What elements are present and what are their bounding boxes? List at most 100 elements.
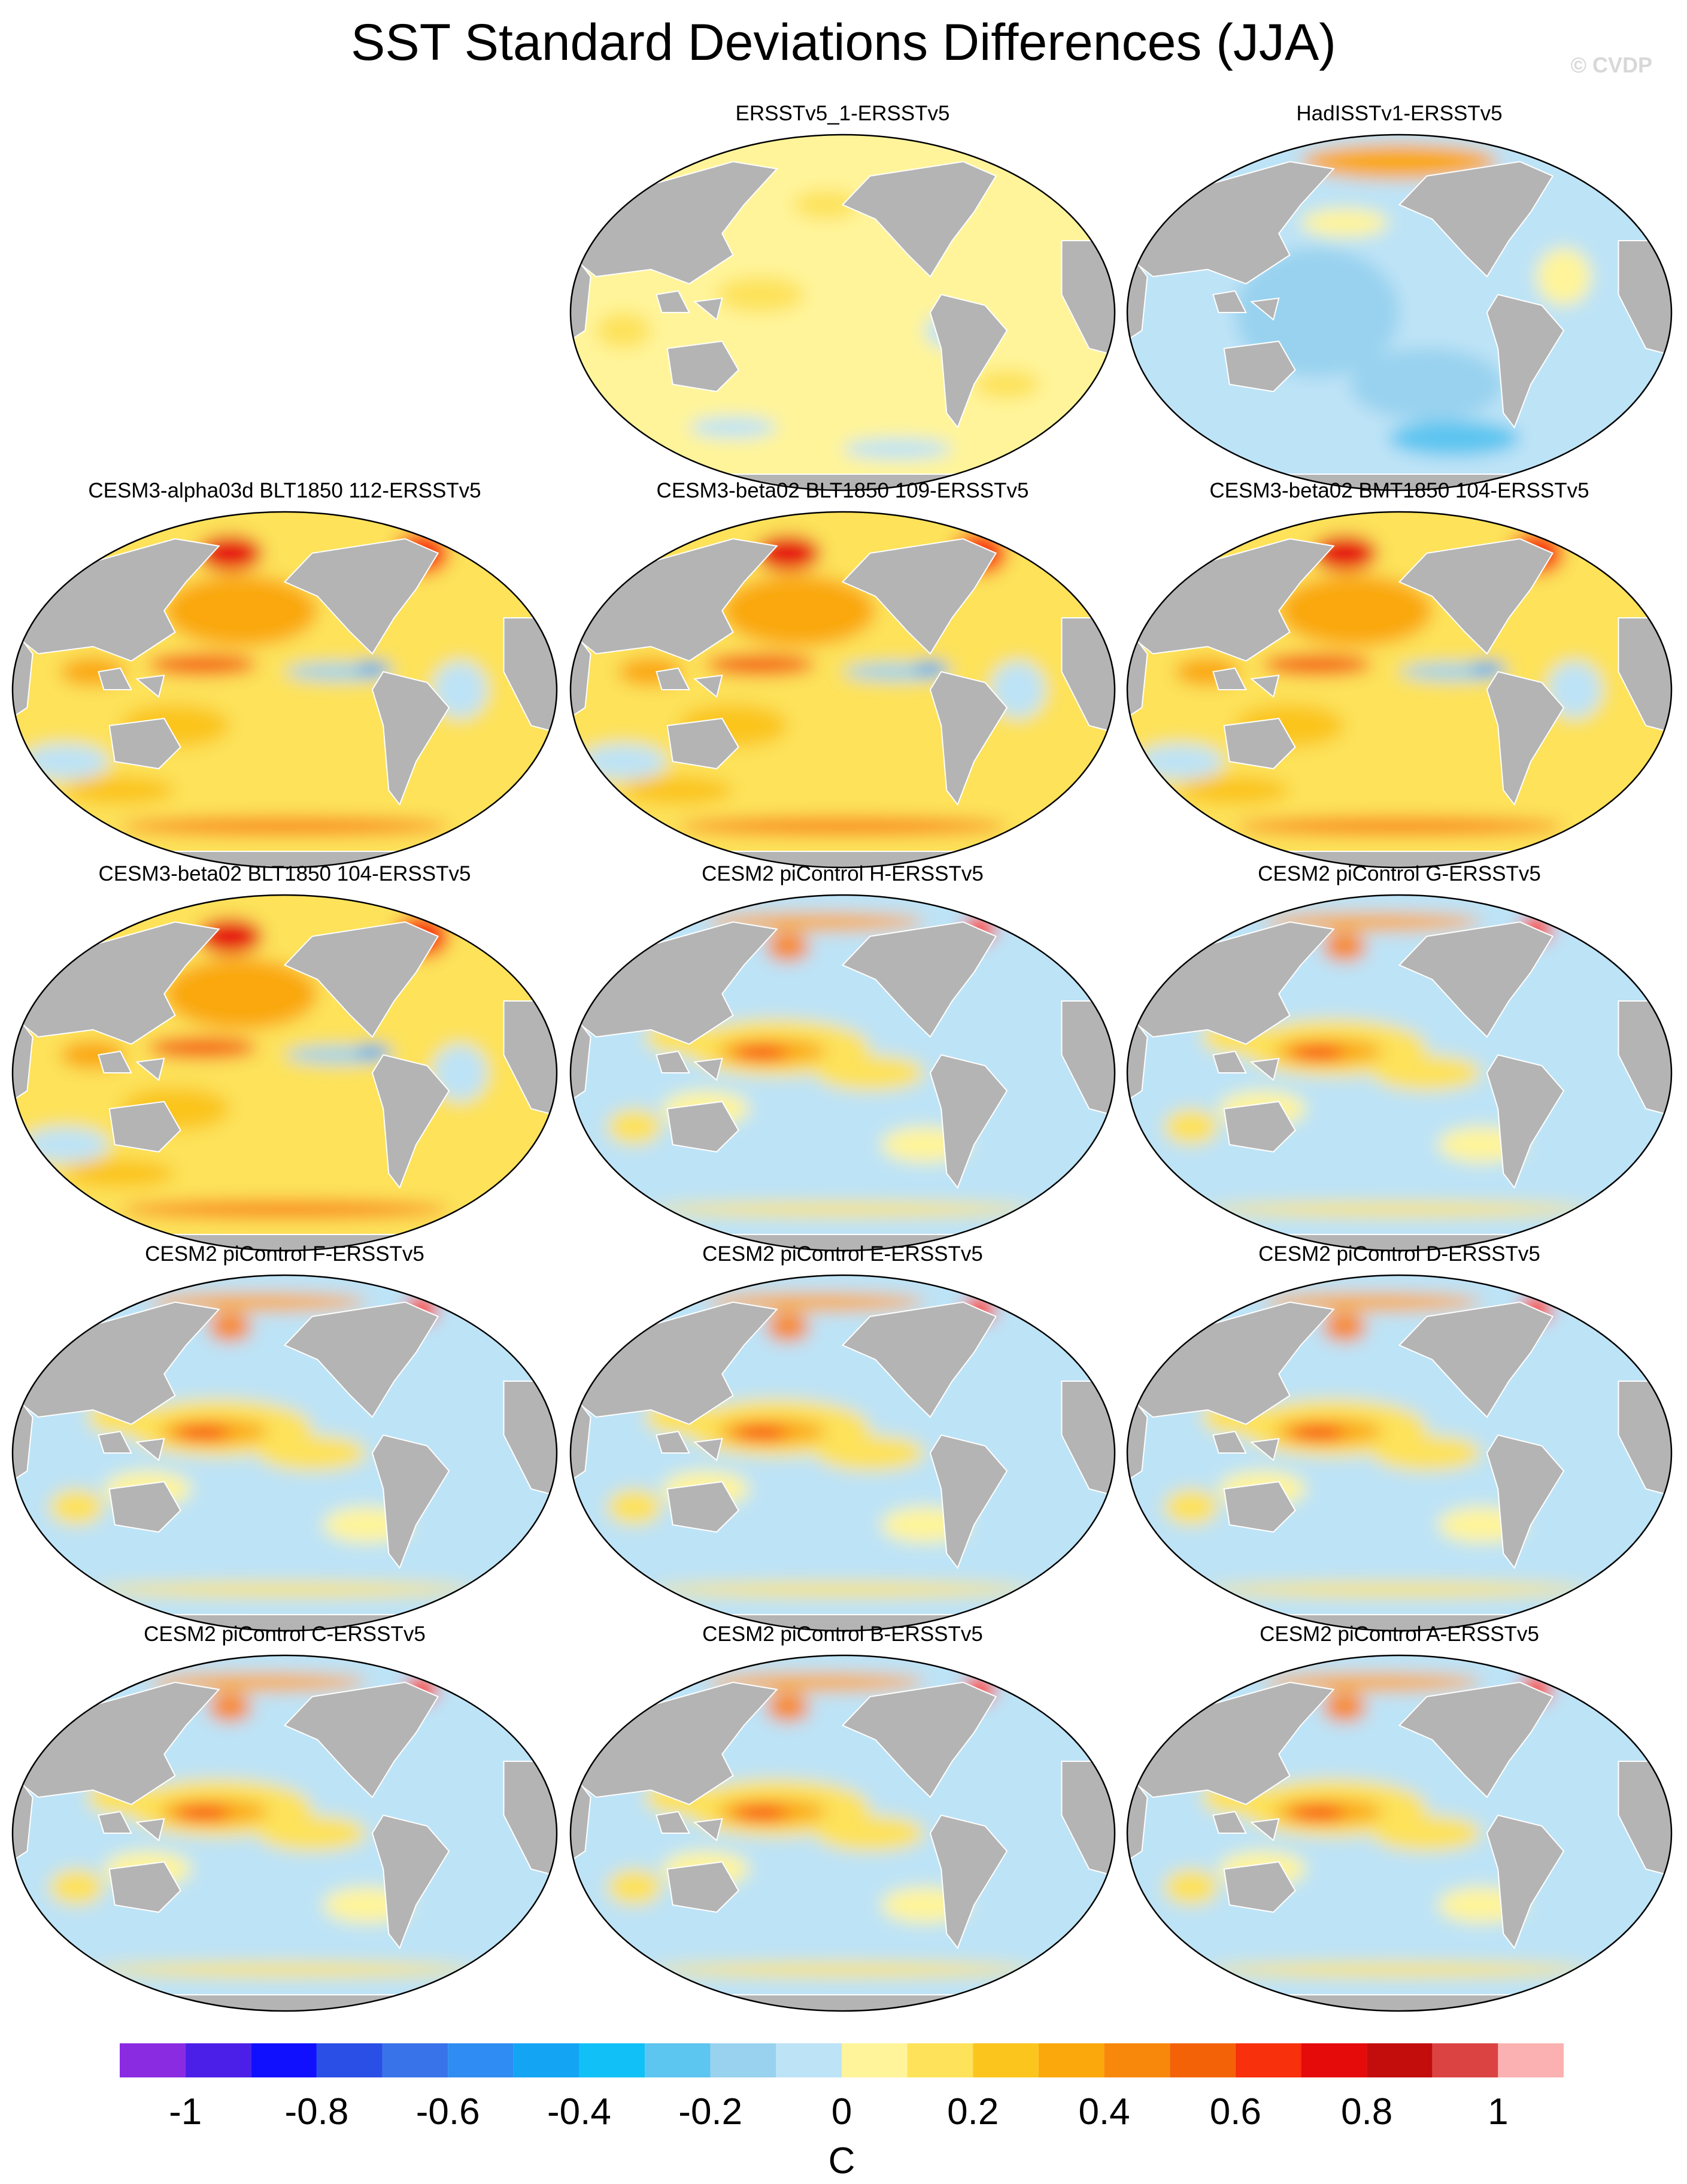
landmass — [693, 674, 723, 698]
anomaly-region — [1180, 776, 1290, 805]
landmass — [13, 1301, 220, 1425]
anomaly-region — [175, 1806, 230, 1821]
landmass — [1486, 1814, 1565, 1950]
anomaly-region — [755, 535, 821, 571]
landmass — [929, 293, 1008, 429]
anomaly-region — [147, 1037, 257, 1058]
landmass — [571, 1994, 1115, 2011]
landmass — [98, 1810, 132, 1834]
colorbar-swatch — [1432, 2043, 1498, 2077]
panel-title: ERSSTv5_1-ERSSTv5 — [735, 102, 950, 125]
landmass — [1212, 290, 1247, 313]
anomaly-region — [120, 1200, 449, 1218]
landmass — [283, 921, 439, 1038]
map-panel: CESM2 piControl B-ERSSTv5 — [569, 1622, 1116, 2013]
map-panel: CESM2 piControl A-ERSSTv5 — [1125, 1622, 1673, 2013]
landmass — [283, 1301, 439, 1418]
anomaly-region — [1552, 1761, 1597, 1833]
anomaly-region — [996, 1381, 1040, 1453]
landmass — [135, 1818, 165, 1842]
anomaly-region — [356, 1044, 389, 1058]
colorbar-swatch — [842, 2043, 908, 2077]
panel-title: CESM3-beta02 BMT1850 104-ERSSTv5 — [1209, 479, 1589, 502]
colorbar-tick-label: 1 — [1488, 2091, 1508, 2133]
landmass — [1398, 921, 1554, 1038]
map-border — [1126, 1274, 1673, 1632]
anomaly-region — [1470, 661, 1504, 675]
anomaly-region — [766, 1313, 810, 1342]
anomaly-region — [120, 817, 449, 835]
anomaly-region — [607, 1489, 662, 1525]
landmass — [571, 921, 778, 1045]
landmass — [13, 1681, 220, 1806]
anomaly-region — [1207, 1202, 1591, 1217]
colorbar-tick-label: -0.2 — [678, 2091, 742, 2133]
landmass — [283, 538, 439, 655]
colorbar-tick-label: -0.4 — [547, 2091, 611, 2133]
map-panel: CESM2 piControl F-ERSSTv5 — [11, 1242, 559, 1633]
anomaly-region — [717, 277, 805, 313]
map-svg — [569, 894, 1116, 1252]
landmass — [571, 1681, 778, 1806]
colorbar: -1 -0.8 -0.6 -0.4 -0.2 0 0.2 0.4 0.6 0.8 1 C — [0, 2030, 1687, 2182]
landmass — [929, 1434, 1008, 1570]
colorbar-units: C — [829, 2140, 855, 2181]
anomaly-region — [1300, 208, 1389, 237]
anomaly-region — [651, 1582, 1034, 1597]
anomaly-region — [1262, 654, 1372, 675]
landmass — [656, 667, 690, 690]
map-border — [11, 1654, 558, 2012]
anomaly-region — [815, 1815, 925, 1851]
landmass — [666, 340, 739, 393]
landmass — [1223, 1861, 1296, 1913]
anomaly-region — [1289, 1806, 1345, 1821]
anomaly-region — [356, 661, 389, 675]
landmass — [841, 1301, 997, 1418]
landmass — [1250, 297, 1280, 321]
map-border — [11, 1274, 558, 1632]
map-svg — [1126, 511, 1673, 869]
landmass — [656, 1810, 690, 1834]
landmass — [571, 538, 778, 662]
colorbar-swatch — [1367, 2043, 1433, 2077]
page-title: SST Standard Deviations Differences (JJA… — [351, 14, 1336, 71]
colorbar-tick-label: -1 — [169, 2091, 202, 2133]
map-panel: CESM2 piControl C-ERSSTv5 — [11, 1622, 559, 2013]
colorbar-swatch — [513, 2043, 579, 2077]
anomaly-region — [197, 535, 263, 571]
landmass — [371, 1434, 450, 1570]
landmass — [929, 1814, 1008, 1950]
panel-title: CESM2 piControl G-ERSSTv5 — [1258, 862, 1541, 885]
anomaly-region — [1399, 740, 1509, 783]
landmass — [666, 1861, 739, 1913]
landmass — [656, 290, 690, 313]
map-panel: CESM3-beta02 BLT1850 109-ERSSTv5 — [569, 479, 1116, 869]
anomaly-region — [438, 1381, 482, 1453]
landmass — [98, 1430, 132, 1454]
map-border — [1126, 894, 1673, 1252]
colorbar-swatch — [316, 2043, 383, 2077]
landmass — [1398, 160, 1554, 278]
anomaly-region — [257, 1435, 367, 1471]
map-border — [569, 894, 1116, 1252]
anomaly-region — [93, 1962, 477, 1977]
anomaly-region — [65, 1159, 175, 1188]
landmass — [1127, 538, 1335, 662]
map-panel: CESM2 piControl E-ERSSTv5 — [569, 1242, 1116, 1633]
landmass — [693, 1818, 723, 1842]
landmass — [1486, 1434, 1565, 1570]
anomaly-region — [164, 958, 318, 1030]
map-panel: CESM2 piControl G-ERSSTv5 — [1125, 862, 1673, 1252]
map-svg — [569, 1274, 1116, 1632]
landmass — [1212, 1050, 1247, 1073]
anomaly-region — [1552, 1001, 1597, 1073]
map-border — [1126, 511, 1673, 869]
anomaly-region — [815, 1435, 925, 1471]
landmass — [1223, 717, 1296, 770]
anomaly-region — [607, 1109, 662, 1145]
map-svg — [1126, 1274, 1673, 1632]
anomaly-region — [49, 1869, 104, 1905]
colorbar-tick-label: -0.6 — [416, 2091, 480, 2133]
map-border — [569, 1274, 1116, 1632]
anomaly-region — [1596, 327, 1641, 370]
